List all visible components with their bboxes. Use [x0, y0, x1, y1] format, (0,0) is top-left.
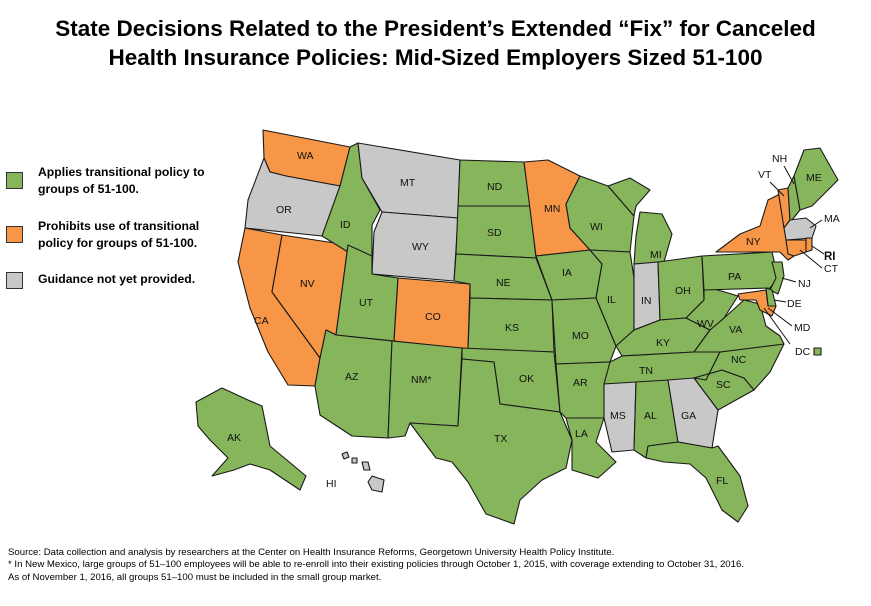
map-title: State Decisions Related to the President… [0, 14, 871, 72]
callout-line-nh [783, 165, 795, 185]
label-nv: NV [300, 278, 315, 290]
legend-swatch-prohibits [6, 226, 23, 243]
label-ga: GA [681, 410, 696, 422]
label-va: VA [729, 324, 742, 336]
label-ia: IA [562, 267, 572, 279]
callout-line-ma [809, 219, 823, 229]
label-ct: CT [824, 263, 839, 275]
callout-line-vt [769, 181, 785, 197]
label-tx: TX [494, 433, 507, 445]
label-pa: PA [728, 271, 741, 283]
label-hi: HI [326, 478, 337, 490]
label-la: LA [575, 428, 588, 440]
label-tn: TN [639, 365, 653, 377]
state-ct [785, 239, 807, 257]
state-ma [783, 217, 817, 241]
label-il: IL [607, 294, 616, 306]
label-ks: KS [505, 322, 519, 334]
label-ca: CA [254, 315, 269, 327]
label-ny: NY [746, 236, 761, 248]
legend-label-no-guidance: Guidance not yet provided. [38, 272, 196, 286]
legend-label-prohibits: Prohibits use of transitional policy for… [38, 219, 200, 250]
title-line-1: State Decisions Related to the President… [55, 16, 816, 41]
label-wy: WY [412, 241, 429, 253]
label-in: IN [641, 295, 652, 307]
label-co: CO [425, 311, 441, 323]
label-nh: NH [772, 153, 787, 165]
label-ri: RI [824, 251, 836, 263]
state-me [793, 147, 839, 211]
label-mn: MN [544, 203, 560, 215]
state-fl [645, 441, 749, 523]
label-dc: DC [795, 346, 811, 358]
label-ne: NE [496, 277, 511, 289]
legend-swatch-applies [6, 172, 23, 189]
state-dc [813, 347, 822, 356]
label-nd: ND [487, 181, 503, 193]
callout-line-ri [811, 245, 825, 255]
label-mt: MT [400, 177, 416, 189]
label-ak: AK [227, 432, 241, 444]
label-wv: WV [697, 318, 714, 330]
state-nh [787, 175, 801, 221]
callout-line-dc [763, 307, 791, 345]
label-or: OR [276, 204, 292, 216]
label-me: ME [806, 172, 822, 184]
title-line-2: Health Insurance Policies: Mid-Sized Emp… [108, 45, 763, 70]
us-map: WA OR CA NV ID MT WY UT CO AZ NM* ND SD … [193, 118, 858, 533]
label-ms: MS [610, 410, 626, 422]
label-md: MD [794, 322, 811, 334]
label-mo: MO [572, 330, 589, 342]
state-ms [603, 381, 637, 453]
state-tx [409, 358, 573, 525]
label-wi: WI [590, 221, 603, 233]
label-ok: OK [519, 373, 534, 385]
label-ma: MA [824, 213, 840, 225]
callout-line-md [767, 307, 793, 327]
state-ak [195, 387, 307, 491]
label-id: ID [340, 219, 351, 231]
state-mo [551, 297, 617, 365]
callout-line-nj [781, 277, 797, 283]
state-la [565, 417, 617, 479]
label-nc: NC [731, 354, 747, 366]
state-md [737, 289, 777, 317]
footnote-new-mexico: * In New Mexico, large groups of 51–100 … [8, 559, 744, 571]
legend-label-applies: Applies transitional policy to groups of… [38, 165, 205, 196]
callout-line-ct [799, 249, 823, 269]
state-ar [555, 361, 611, 419]
label-sc: SC [716, 379, 731, 391]
state-ri [805, 237, 813, 253]
label-az: AZ [345, 371, 359, 383]
label-ut: UT [359, 297, 374, 309]
state-wy [371, 211, 459, 282]
label-ky: KY [656, 337, 670, 349]
state-nj [769, 261, 785, 295]
label-ar: AR [573, 377, 588, 389]
label-vt: VT [758, 169, 772, 181]
label-fl: FL [716, 475, 728, 487]
label-oh: OH [675, 285, 691, 297]
label-mi: MI [650, 249, 662, 261]
source-note: Source: Data collection and analysis by … [8, 547, 615, 558]
label-al: AL [644, 410, 657, 422]
state-az [314, 329, 393, 439]
callout-line-de [773, 299, 787, 303]
state-ga [667, 377, 719, 449]
state-hi [341, 451, 385, 493]
label-sd: SD [487, 227, 502, 239]
label-wa: WA [297, 150, 314, 162]
legend-swatch-no-guidance [6, 272, 23, 289]
label-nj: NJ [798, 278, 811, 290]
footnote-small-group: As of November 1, 2016, all groups 51–10… [8, 571, 382, 583]
footer-notes: Source: Data collection and analysis by … [8, 547, 866, 584]
label-nm: NM* [411, 374, 431, 386]
label-de: DE [787, 298, 802, 310]
state-wv [685, 287, 739, 331]
